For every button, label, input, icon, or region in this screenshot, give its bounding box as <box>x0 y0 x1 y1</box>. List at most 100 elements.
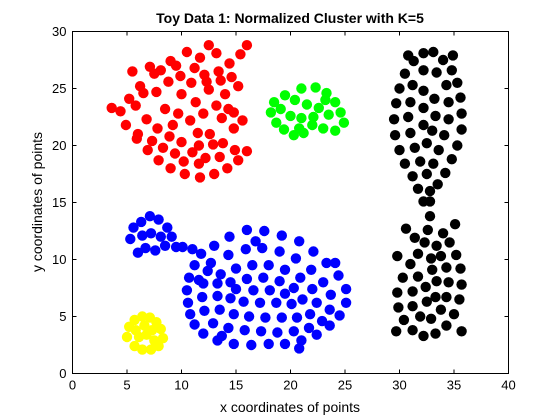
cluster-3-point <box>153 214 163 224</box>
y-tick-label: 30 <box>52 24 66 39</box>
cluster-5-point <box>418 120 428 130</box>
cluster-1-point <box>209 169 219 179</box>
cluster-5-point <box>456 108 466 118</box>
cluster-3-point <box>146 228 156 238</box>
cluster-3-point <box>231 263 241 273</box>
cluster-5-point <box>425 196 435 206</box>
cluster-3-point <box>183 298 193 308</box>
cluster-5-point <box>456 124 466 134</box>
cluster-5-point <box>407 325 417 335</box>
cluster-2-point <box>320 95 330 105</box>
cluster-4-point <box>122 332 132 342</box>
cluster-5-point <box>390 130 400 140</box>
cluster-5-point <box>394 145 404 155</box>
cluster-1-point <box>165 163 175 173</box>
cluster-5-point <box>436 305 446 315</box>
cluster-3-point <box>274 276 284 286</box>
cluster-1-point <box>180 169 190 179</box>
cluster-5-point <box>438 228 448 238</box>
cluster-3-point <box>241 244 251 254</box>
cluster-5-point <box>455 263 465 273</box>
cluster-1-point <box>216 75 226 85</box>
cluster-5-point <box>398 273 408 283</box>
x-tick-label: 0 <box>69 378 76 393</box>
cluster-3-point <box>194 275 204 285</box>
cluster-5-point <box>422 138 432 148</box>
cluster-5-point <box>438 55 448 65</box>
cluster-1-point <box>235 49 245 59</box>
cluster-3-point <box>136 217 146 227</box>
cluster-3-point <box>265 285 275 295</box>
cluster-3-point <box>341 284 351 294</box>
cluster-1-point <box>176 137 186 147</box>
cluster-3-point <box>260 312 270 322</box>
y-tick-label: 5 <box>59 309 66 324</box>
cluster-3-point <box>212 291 222 301</box>
cluster-2-point <box>276 104 286 114</box>
cluster-3-point <box>294 236 304 246</box>
cluster-1-point <box>156 65 166 75</box>
cluster-5-point <box>418 103 428 113</box>
cluster-5-point <box>405 128 415 138</box>
y-tick-label: 10 <box>52 252 66 267</box>
cluster-3-point <box>231 284 241 294</box>
cluster-5-point <box>441 320 451 330</box>
cluster-1-point <box>145 62 155 72</box>
cluster-5-point <box>451 250 461 260</box>
cluster-2-point <box>296 83 306 93</box>
cluster-5-point <box>391 326 401 336</box>
cluster-5-point <box>392 287 402 297</box>
cluster-3-point <box>242 225 252 235</box>
cluster-5-point <box>389 114 399 124</box>
cluster-1-point <box>133 129 143 139</box>
cluster-3-point <box>209 241 219 251</box>
cluster-5-point <box>423 225 433 235</box>
cluster-1-point <box>107 103 117 113</box>
cluster-3-point <box>297 294 307 304</box>
cluster-5-point <box>418 65 428 75</box>
cluster-3-point <box>333 270 343 280</box>
cluster-3-point <box>137 230 147 240</box>
cluster-3-point <box>326 290 336 300</box>
cluster-3-point <box>307 284 317 294</box>
x-tick-label: 10 <box>174 378 188 393</box>
cluster-5-point <box>427 126 437 136</box>
cluster-3-point <box>334 310 344 320</box>
cluster-5-point <box>413 184 423 194</box>
x-tick-label: 5 <box>123 378 130 393</box>
cluster-5-point <box>449 309 459 319</box>
cluster-1-point <box>223 104 233 114</box>
cluster-5-point <box>429 94 439 104</box>
cluster-3-point <box>289 283 299 293</box>
cluster-5-point <box>403 112 413 122</box>
cluster-5-point <box>425 211 435 221</box>
cluster-3-point <box>229 339 239 349</box>
cluster-3-point <box>242 274 252 284</box>
cluster-5-point <box>454 294 464 304</box>
cluster-1-point <box>195 53 205 63</box>
cluster-5-point <box>444 237 454 247</box>
cluster-1-point <box>143 145 153 155</box>
cluster-5-point <box>443 277 453 287</box>
cluster-5-point <box>436 251 446 261</box>
cluster-3-point <box>240 325 250 335</box>
chart-title: Toy Data 1: Normalized Cluster with K=5 <box>156 10 424 26</box>
cluster-5-point <box>422 169 432 179</box>
cluster-1-point <box>176 89 186 99</box>
cluster-3-point <box>217 331 227 341</box>
cluster-1-point <box>233 81 243 91</box>
cluster-5-point <box>441 292 451 302</box>
cluster-3-point <box>150 245 160 255</box>
cluster-2-point <box>302 99 312 109</box>
x-tick-label: 15 <box>229 378 243 393</box>
cluster-3-point <box>216 269 226 279</box>
x-tick-label: 25 <box>338 378 352 393</box>
cluster-3-point <box>156 232 166 242</box>
y-tick-label: 20 <box>52 138 66 153</box>
cluster-3-point <box>291 253 301 263</box>
cluster-5-point <box>441 262 451 272</box>
cluster-3-point <box>306 265 316 275</box>
cluster-3-point <box>162 222 172 232</box>
cluster-3-point <box>198 328 208 338</box>
